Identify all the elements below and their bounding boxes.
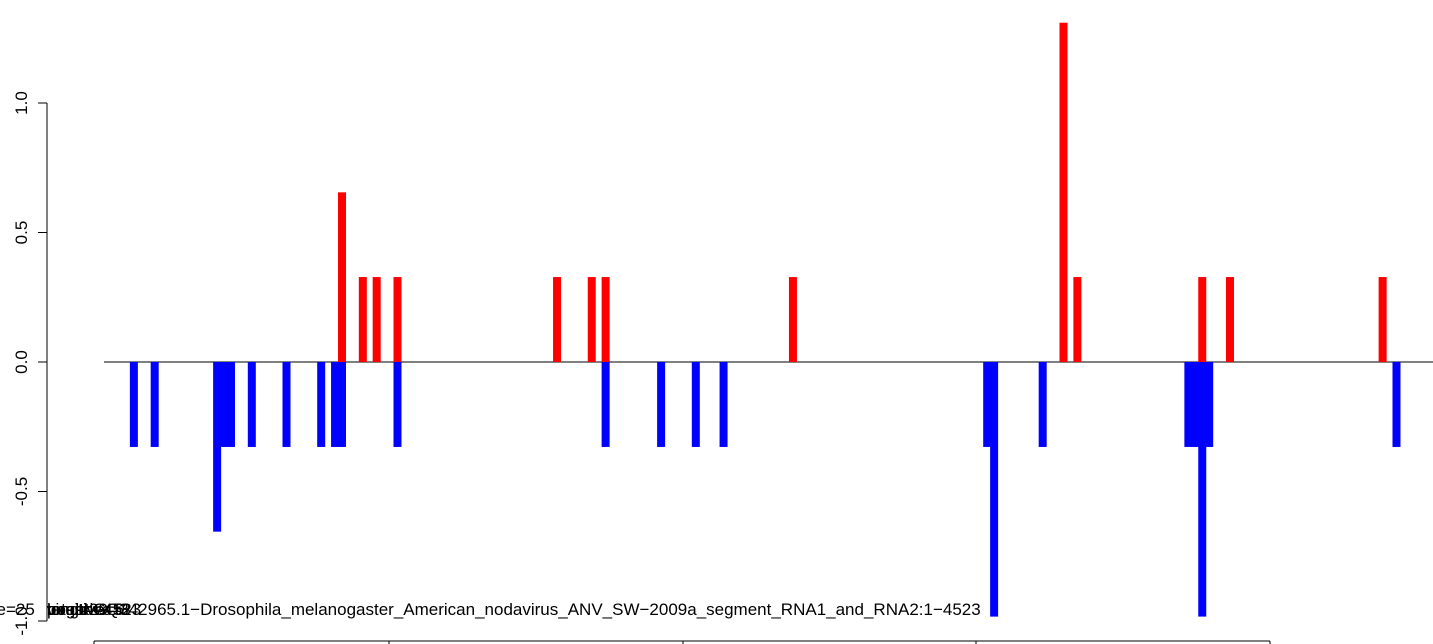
overlay-labels: ze=25 positive=6length=4523negative=8viru…	[0, 600, 981, 619]
negative-bar	[227, 362, 235, 447]
overlay-total: total=29	[47, 600, 108, 619]
positive-bar	[788, 277, 797, 362]
overlay-size: ze=25	[0, 600, 35, 619]
overlay-length: length=4523	[47, 600, 141, 619]
overlay-negative: negative=8	[47, 600, 131, 619]
negative-bar	[983, 362, 992, 447]
negative-bar	[1191, 362, 1200, 447]
negative-bar	[657, 362, 666, 447]
positive-bar	[1226, 277, 1234, 362]
negative-bar	[129, 362, 138, 447]
y-tick-label: -0.5	[12, 477, 31, 506]
positive-bar	[1073, 277, 1082, 362]
negative-bar	[150, 362, 159, 447]
overlay-virus: virus=GQ342965.1−Drosophila_melanogaster…	[47, 600, 981, 619]
negative-bar	[213, 362, 222, 532]
positive-bar	[1378, 277, 1387, 362]
negative-bar	[1184, 362, 1193, 447]
y-tick-label: -1.0	[12, 606, 31, 635]
y-tick-label: 0.5	[12, 221, 31, 245]
y-tick-label: 1.0	[12, 91, 31, 115]
negative-bar	[338, 362, 346, 447]
negative-bar	[990, 362, 999, 617]
positive-bar	[587, 277, 596, 362]
negative-bar	[1392, 362, 1401, 447]
negative-bar	[247, 362, 256, 447]
positive-bar	[372, 277, 381, 362]
positive-bar	[1059, 22, 1068, 363]
positive-bar	[358, 277, 367, 362]
negative-bar	[317, 362, 326, 447]
bars-group	[129, 22, 1401, 617]
negative-bar	[393, 362, 402, 447]
y-tick-label: 0.0	[12, 350, 31, 374]
negative-bar	[1205, 362, 1214, 447]
negative-bar	[601, 362, 610, 447]
positive-bar	[393, 277, 402, 362]
positive-bar	[601, 277, 610, 362]
overlay-positive: positive=6	[47, 600, 124, 619]
y-axis: -1.0 -0.5 0.0 0.5 1.0	[12, 91, 48, 636]
negative-bar	[331, 362, 340, 447]
positive-bar	[338, 192, 346, 362]
negative-bar	[1038, 362, 1047, 447]
negative-bar	[691, 362, 700, 447]
positive-bar	[1198, 277, 1207, 362]
positive-bar	[553, 277, 562, 362]
negative-bar	[1198, 362, 1207, 617]
negative-bar	[282, 362, 291, 447]
negative-bar	[719, 362, 728, 447]
negative-bar	[220, 362, 229, 447]
